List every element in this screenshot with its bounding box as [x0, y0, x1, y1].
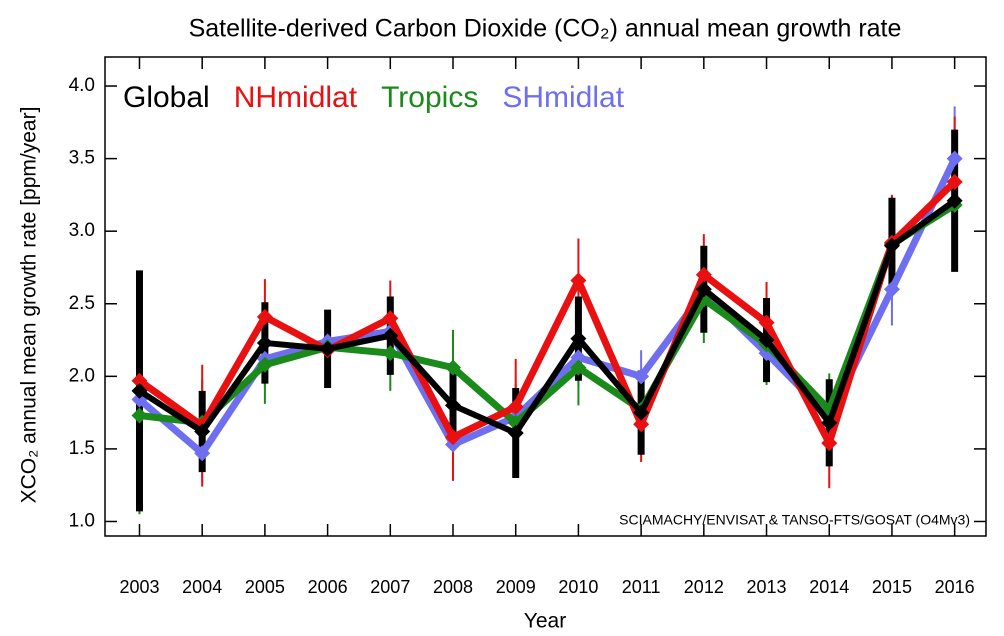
marker: [883, 237, 900, 254]
marker: [131, 382, 148, 399]
marker: [131, 407, 148, 424]
marker: [507, 398, 524, 415]
marker: [445, 397, 462, 414]
x-tick-label: 2009: [496, 577, 536, 597]
marker: [382, 310, 399, 327]
marker: [821, 414, 838, 431]
marker: [633, 416, 650, 433]
x-tick-label: 2006: [308, 577, 348, 597]
marker: [445, 429, 462, 446]
series-line: [139, 202, 957, 427]
marker: [256, 334, 273, 351]
y-tick-label: 3.0: [69, 220, 95, 241]
marker: [256, 356, 273, 373]
marker: [570, 330, 587, 347]
marker: [382, 327, 399, 344]
y-tick-label: 3.5: [69, 148, 95, 169]
x-tick-label: 2004: [182, 577, 222, 597]
y-tick-label: 2.0: [69, 365, 95, 386]
x-axis-label: Year: [524, 610, 566, 633]
marker: [319, 340, 336, 357]
marker: [946, 150, 963, 167]
x-tick-label: 2011: [622, 577, 661, 597]
marker: [821, 435, 838, 452]
marker: [695, 281, 712, 298]
legend-entry: Tropics: [381, 81, 478, 114]
marker: [131, 372, 148, 389]
y-tick-label: 4.0: [69, 75, 95, 96]
x-tick-label: 2012: [684, 577, 724, 597]
marker: [883, 281, 900, 298]
legend-entry: Global: [123, 81, 210, 114]
y-axis-label: XCO₂ annual mean growth rate [ppm/year]: [18, 107, 41, 504]
chart-title: Satellite-derived Carbon Dioxide (CO₂) a…: [189, 15, 902, 43]
marker: [946, 173, 963, 190]
marker: [570, 272, 587, 289]
x-tick-label: 2008: [433, 577, 473, 597]
x-tick-label: 2014: [809, 577, 849, 597]
series-line: [137, 198, 957, 436]
x-tick-label: 2010: [558, 577, 598, 597]
y-tick-label: 2.5: [69, 293, 95, 314]
marker: [382, 345, 399, 362]
marker: [758, 332, 775, 349]
legend-entry: NHmidlat: [234, 81, 358, 114]
marker: [758, 314, 775, 331]
x-tick-label: 2005: [245, 577, 285, 597]
y-tick-label: 1.0: [69, 511, 95, 532]
annotation: SCIAMACHY/ENVISAT & TANSO-FTS/GOSAT (O4M…: [619, 512, 970, 528]
y-tick-label: 1.5: [69, 438, 95, 459]
marker: [194, 423, 211, 440]
legend-entry: SHmidlat: [502, 81, 624, 114]
x-tick-label: 2015: [872, 577, 912, 597]
marker: [194, 445, 211, 462]
x-tick-label: 2016: [935, 577, 975, 597]
x-tick-label: 2007: [370, 577, 410, 597]
marker: [695, 266, 712, 283]
marker: [507, 424, 524, 441]
marker: [570, 359, 587, 376]
marker: [633, 404, 650, 421]
marker: [445, 359, 462, 376]
series-line: [137, 179, 958, 447]
plot-frame: [104, 56, 987, 537]
marker: [256, 308, 273, 325]
marker: [570, 349, 587, 366]
marker: [633, 368, 650, 385]
x-tick-label: 2013: [747, 577, 787, 597]
x-tick-label: 2003: [119, 577, 159, 597]
marker: [946, 192, 963, 209]
